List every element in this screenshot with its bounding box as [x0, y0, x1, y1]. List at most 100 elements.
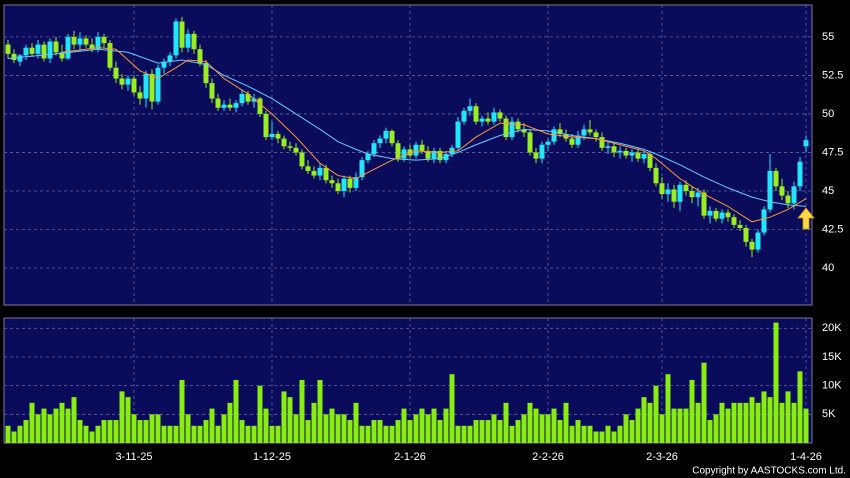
- volume-bar: [389, 425, 395, 443]
- candle-body: [263, 113, 269, 138]
- candle-body: [797, 161, 803, 187]
- candle-body: [491, 112, 497, 122]
- candle-body: [323, 167, 329, 181]
- candle-body: [197, 49, 203, 64]
- y-tick-label: 50: [822, 108, 834, 120]
- candle-body: [245, 93, 251, 102]
- volume-bar: [239, 420, 245, 443]
- volume-bar: [731, 402, 737, 443]
- volume-bar: [431, 408, 437, 443]
- candle-body: [629, 152, 635, 156]
- candle-body: [647, 153, 653, 168]
- volume-bar: [311, 402, 317, 443]
- volume-bar: [329, 408, 335, 443]
- candle-body: [227, 104, 233, 108]
- candle-body: [311, 170, 317, 176]
- volume-bar: [269, 425, 275, 443]
- candle-body: [461, 110, 467, 122]
- candle-body: [329, 180, 335, 184]
- candle-body: [707, 211, 713, 216]
- volume-bar: [119, 391, 125, 443]
- candle-body: [77, 38, 83, 45]
- volume-bar: [65, 408, 71, 443]
- candle-body: [383, 130, 389, 139]
- candle-body: [689, 190, 695, 198]
- candle-body: [527, 132, 533, 153]
- candle-body: [233, 103, 239, 108]
- x-tick-label: 1-4-26: [790, 451, 822, 463]
- candle-body: [251, 98, 257, 102]
- volume-bar: [71, 397, 77, 443]
- candle-body: [497, 112, 503, 119]
- candle-body: [413, 144, 419, 156]
- volume-bar: [365, 425, 371, 443]
- volume-bar: [557, 420, 563, 443]
- candle-body: [533, 152, 539, 159]
- candle-body: [275, 133, 281, 139]
- volume-bar: [233, 379, 239, 443]
- volume-bar: [713, 414, 719, 443]
- volume-bar: [605, 425, 611, 443]
- y-tick-label: 20K: [822, 322, 842, 334]
- candle-body: [173, 21, 179, 56]
- candle-body: [281, 138, 287, 147]
- candle-body: [389, 130, 395, 144]
- volume-bar: [341, 414, 347, 443]
- y-tick-label: 55: [822, 31, 834, 43]
- candle-body: [743, 227, 749, 242]
- volume-bar: [299, 379, 305, 443]
- volume-bar: [185, 414, 191, 443]
- candle-body: [89, 44, 95, 50]
- volume-bar: [569, 425, 575, 443]
- candle-body: [587, 129, 593, 133]
- volume-bar: [533, 408, 539, 443]
- volume-bar: [659, 414, 665, 443]
- x-tick-label: 1-12-25: [253, 451, 291, 463]
- candle-body: [347, 178, 353, 188]
- volume-bar: [47, 414, 53, 443]
- volume-bar: [785, 391, 791, 443]
- volume-bar: [41, 408, 47, 443]
- volume-bar: [803, 408, 809, 443]
- volume-bar: [635, 408, 641, 443]
- volume-bar: [155, 414, 161, 443]
- volume-bar: [779, 402, 785, 443]
- candle-body: [149, 73, 155, 102]
- volume-bar: [617, 425, 623, 443]
- candle-body: [155, 67, 161, 102]
- volume-bar: [629, 420, 635, 443]
- volume-bar: [563, 402, 569, 443]
- volume-bar: [59, 402, 65, 443]
- candle-body: [203, 63, 209, 84]
- candle-body: [377, 138, 383, 144]
- y-tick-label: 47.5: [822, 146, 843, 158]
- candle-body: [653, 167, 659, 184]
- y-tick-label: 15K: [822, 351, 842, 363]
- volume-bar: [53, 408, 59, 443]
- volume-bar: [179, 379, 185, 443]
- candle-body: [719, 212, 725, 219]
- candle-body: [185, 33, 191, 48]
- volume-bar: [125, 397, 131, 443]
- volume-bar: [671, 408, 677, 443]
- volume-bar: [209, 408, 215, 443]
- candle-body: [575, 135, 581, 145]
- x-tick-label: 3-11-25: [115, 451, 152, 463]
- moving-average: [7, 48, 807, 207]
- volume-bar: [473, 420, 479, 443]
- volume-bar: [689, 379, 695, 443]
- volume-bar: [545, 414, 551, 443]
- volume-bar: [101, 420, 107, 443]
- candle-body: [635, 152, 641, 159]
- candle-body: [293, 147, 299, 153]
- candle-body: [125, 78, 131, 85]
- candle-body: [191, 33, 197, 50]
- candle-body: [455, 121, 461, 148]
- candle-body: [437, 150, 443, 161]
- volume-bar: [461, 425, 467, 443]
- volume-bar: [245, 425, 251, 443]
- candle-body: [539, 144, 545, 159]
- candle-body: [221, 104, 227, 108]
- volume-bar: [497, 420, 503, 443]
